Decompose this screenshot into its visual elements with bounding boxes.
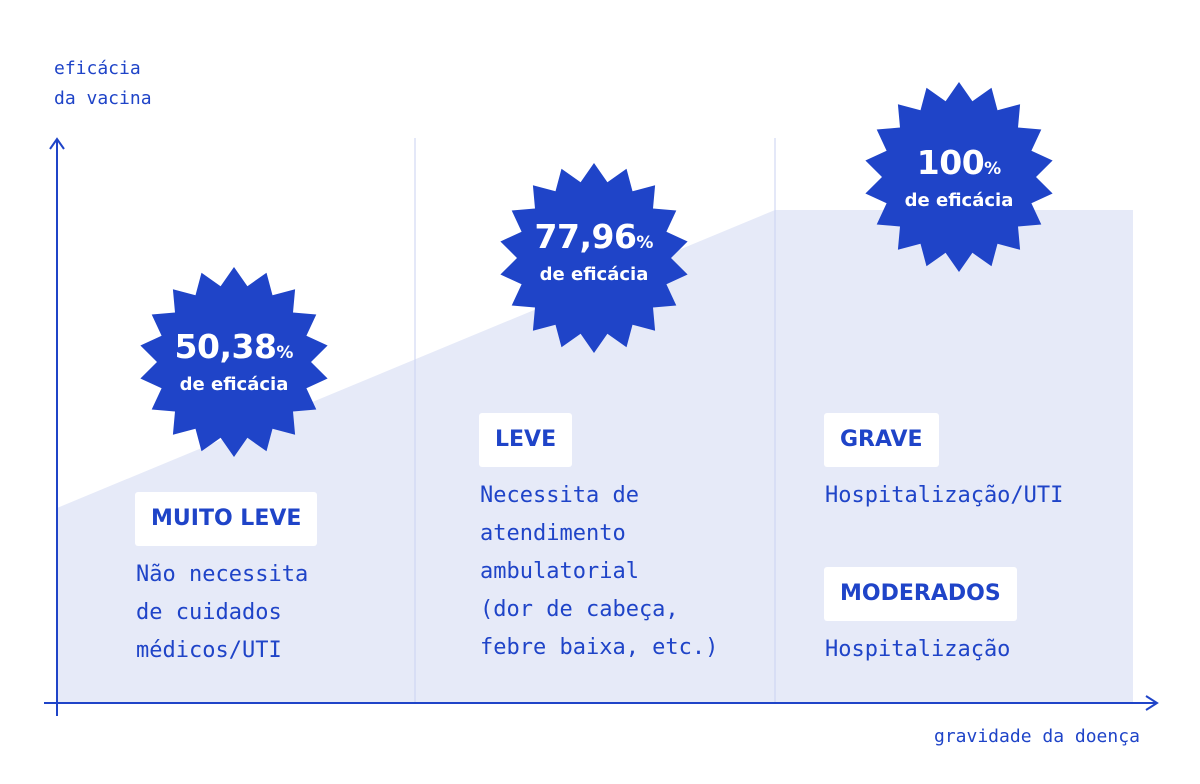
x-axis-title: gravidade da doença (934, 726, 1140, 747)
y-axis-arrow-icon (49, 137, 65, 150)
severity-label-grave: GRAVE (824, 413, 939, 467)
description-line: febre baixa, etc.) (480, 635, 719, 660)
efficacy-badge-muito-leve: 50,38% de eficácia (134, 330, 334, 398)
severity-description-muito-leve: Não necessita de cuidados médicos/UTI (136, 556, 308, 670)
description-line: de cuidados (136, 600, 282, 625)
starburst-badge-leve (500, 163, 688, 353)
efficacy-caption: de eficácia (179, 374, 289, 395)
severity-label-moderados: MODERADOS (824, 567, 1017, 621)
y-axis-title-line: da vacina (54, 88, 152, 109)
description-line: Hospitalização (825, 637, 1011, 662)
badges-layer (140, 82, 1053, 457)
efficacy-value: 50,38% (174, 327, 294, 366)
y-axis-title: eficácia da vacina (54, 54, 152, 114)
description-line: médicos/UTI (136, 638, 282, 663)
starburst-badge-grave (865, 82, 1053, 272)
description-line: Não necessita (136, 562, 309, 587)
y-axis-title-line: eficácia (54, 58, 141, 79)
severity-label-muito-leve: MUITO LEVE (135, 492, 318, 546)
description-line: Necessita de (480, 483, 639, 508)
description-line: Hospitalização/UTI (825, 483, 1064, 508)
description-line: atendimento (480, 521, 626, 546)
x-axis-arrow-icon (1145, 695, 1159, 711)
efficacy-caption: de eficácia (539, 264, 649, 285)
efficacy-value: 100% (916, 143, 1002, 182)
y-axis (49, 137, 65, 716)
x-axis (44, 695, 1159, 711)
efficacy-value: 77,96% (534, 217, 654, 256)
efficacy-badge-leve: 77,96% de eficácia (494, 220, 694, 288)
severity-label-leve: LEVE (479, 413, 573, 467)
severity-description-grave: Hospitalização/UTI (825, 477, 1063, 515)
severity-description-moderados: Hospitalização (825, 631, 1010, 669)
description-line: (dor de cabeça, (480, 597, 679, 622)
severity-description-leve: Necessita de atendimento ambulatorial (d… (480, 477, 718, 667)
efficacy-badge-grave: 100% de eficácia (859, 146, 1059, 214)
description-line: ambulatorial (480, 559, 639, 584)
efficacy-caption: de eficácia (904, 190, 1014, 211)
starburst-badge-muito-leve (140, 267, 328, 457)
